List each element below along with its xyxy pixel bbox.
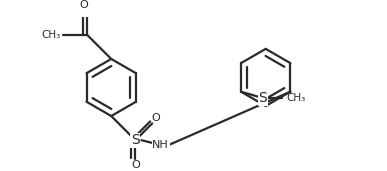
Text: S: S: [131, 133, 140, 147]
Text: O: O: [79, 0, 88, 10]
Text: CH₃: CH₃: [41, 30, 60, 40]
Text: O: O: [131, 160, 140, 170]
Text: O: O: [151, 113, 160, 123]
Text: CH₃: CH₃: [286, 93, 306, 103]
Text: S: S: [259, 91, 267, 105]
Text: NH: NH: [152, 140, 169, 150]
